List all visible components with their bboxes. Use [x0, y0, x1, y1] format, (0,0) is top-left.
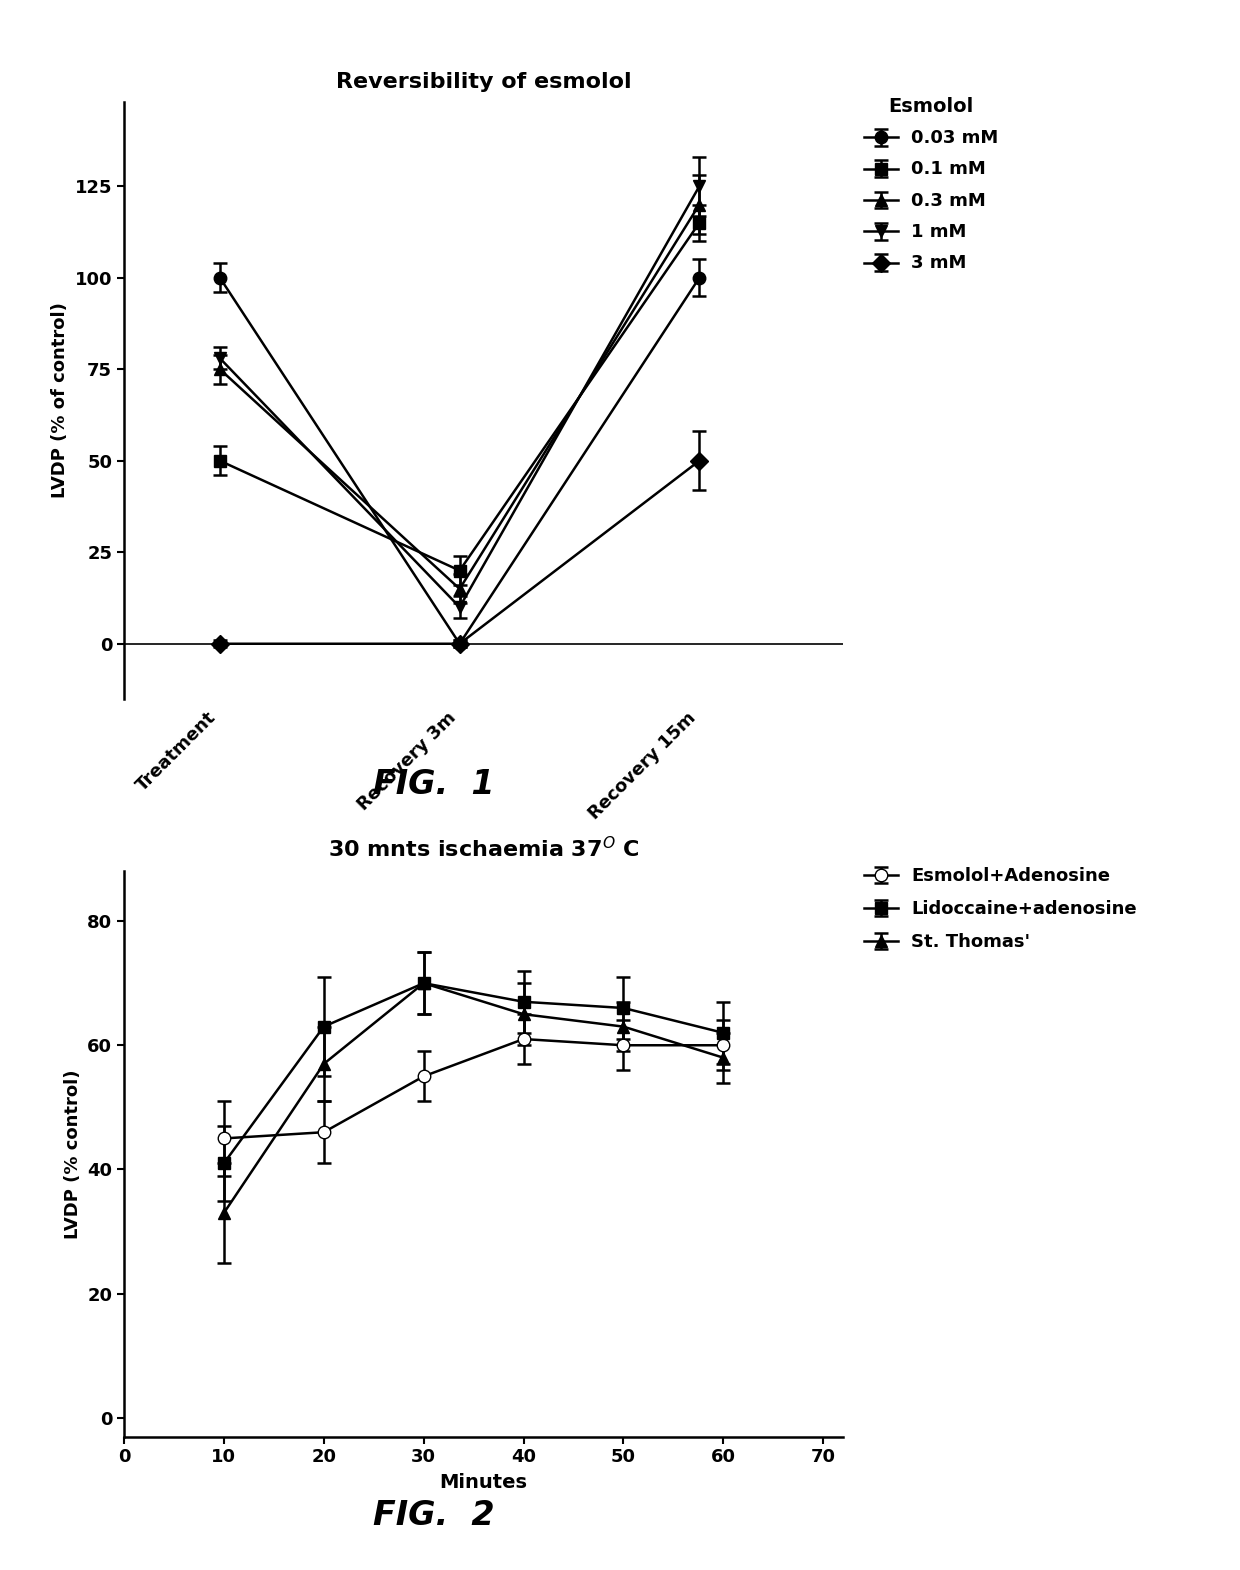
- Y-axis label: LVDP (% of control): LVDP (% of control): [51, 303, 69, 498]
- Legend: Esmolol+Adenosine, Lidoccaine+adenosine, St. Thomas': Esmolol+Adenosine, Lidoccaine+adenosine,…: [858, 860, 1143, 958]
- Y-axis label: LVDP (% control): LVDP (% control): [63, 1069, 82, 1239]
- X-axis label: Minutes: Minutes: [440, 1473, 527, 1493]
- Legend: 0.03 mM, 0.1 mM, 0.3 mM, 1 mM, 3 mM: 0.03 mM, 0.1 mM, 0.3 mM, 1 mM, 3 mM: [858, 89, 1004, 279]
- Text: FIG.  2: FIG. 2: [373, 1498, 495, 1532]
- Text: FIG.  1: FIG. 1: [373, 768, 495, 802]
- Title: Reversibility of esmolol: Reversibility of esmolol: [336, 72, 631, 93]
- Title: 30 mnts ischaemia 37$^O$ C: 30 mnts ischaemia 37$^O$ C: [327, 837, 640, 862]
